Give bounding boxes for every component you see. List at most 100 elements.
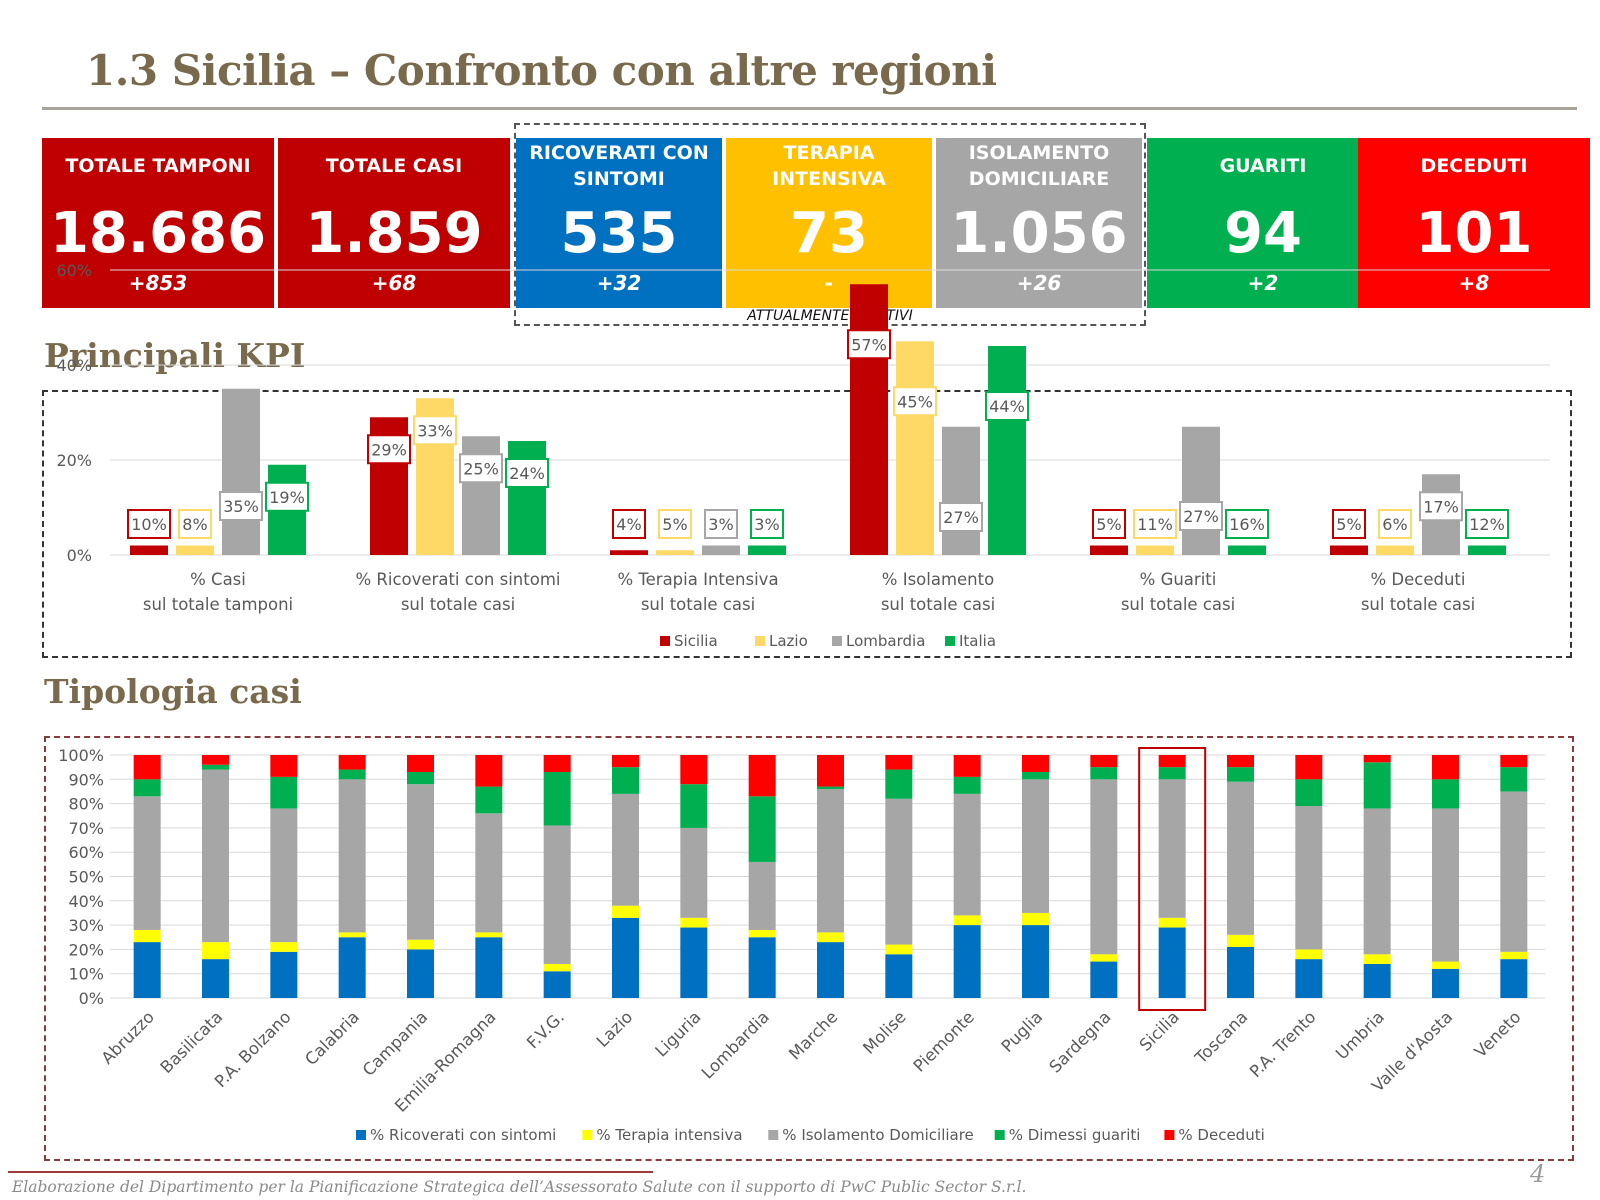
- kpi-data-label-box: [265, 481, 309, 512]
- kpi-data-label-box: [1092, 509, 1126, 539]
- tipologia-ytick-label: 30%: [68, 916, 104, 935]
- kpi-value: 94: [1224, 201, 1302, 266]
- tipologia-bar-segment: [748, 937, 776, 998]
- tipologia-bar-segment: [270, 776, 298, 809]
- kpi-data-label: 5%: [662, 515, 687, 534]
- kpi-chart-frame: [42, 390, 1572, 658]
- kpi-bar: [1136, 545, 1174, 555]
- tipologia-bar-segment: [748, 929, 776, 938]
- kpi-data-label-box: [893, 386, 937, 417]
- page-title: 1.3 Sicilia – Confronto con altre region…: [86, 46, 997, 95]
- tipologia-bar-segment: [748, 796, 776, 862]
- tipologia-bar-segment: [885, 769, 913, 799]
- tipologia-bar-segment: [612, 917, 639, 998]
- tipologia-bar-segment: [1158, 927, 1186, 998]
- kpi-data-label-box: [127, 509, 171, 539]
- kpi-data-label: 4%: [616, 515, 641, 534]
- tipologia-legend-swatch: [582, 1130, 593, 1140]
- section-principali-kpi: Principali KPI: [44, 336, 306, 375]
- tipologia-bar-segment: [1295, 755, 1323, 780]
- kpi-data-label: 27%: [1183, 507, 1219, 526]
- tipologia-bar-segment: [612, 905, 639, 918]
- tipologia-bar-segment: [1363, 963, 1391, 998]
- tipologia-region-label: Molise: [859, 1007, 909, 1057]
- kpi-value: 18.686: [49, 201, 267, 266]
- kpi-category-label: sul totale casi: [401, 595, 515, 614]
- tipologia-bar-segment: [270, 951, 298, 998]
- tipologia-bar-segment: [885, 798, 913, 945]
- kpi-data-label: 27%: [943, 508, 979, 527]
- tipologia-bar-segment: [953, 793, 981, 916]
- tipologia-bar-segment: [817, 942, 844, 998]
- kpi-legend-label: Lazio: [769, 632, 808, 650]
- tipologia-region-label: Liguria: [651, 1007, 704, 1060]
- tipologia-ytick-label: 40%: [68, 892, 104, 911]
- kpi-bar: [1182, 426, 1220, 555]
- tipologia-bar-segment: [1363, 755, 1391, 763]
- kpi-legend-swatch: [832, 636, 842, 646]
- tipologia-bar-segment: [1090, 961, 1118, 998]
- tipologia-bar-segment: [1158, 917, 1186, 928]
- tipologia-bar-segment: [133, 796, 161, 930]
- kpi-data-label-box: [704, 509, 738, 539]
- kpi-ytick-label: 20%: [56, 451, 92, 470]
- kpi-category-label: % Isolamento: [882, 570, 994, 589]
- kpi-delta: +68: [371, 271, 417, 295]
- tipologia-legend-label: % Terapia intensiva: [596, 1126, 742, 1144]
- tipologia-bar-segment: [953, 776, 981, 794]
- tipologia-region-label: Sicilia: [1136, 1007, 1183, 1054]
- kpi-data-label-box: [413, 415, 457, 446]
- tipologia-bar-segment: [338, 755, 366, 770]
- kpi-data-label: 25%: [463, 459, 499, 478]
- tipologia-region-label: Marche: [785, 1007, 841, 1063]
- tipologia-bar-segment: [817, 789, 844, 933]
- kpi-data-label: 57%: [851, 335, 887, 354]
- kpi-data-label-box: [178, 509, 212, 539]
- kpi-bar: [850, 284, 888, 555]
- kpi-delta: +2: [1247, 271, 1279, 295]
- kpi-bar: [610, 550, 648, 555]
- tipologia-bar-segment: [748, 861, 776, 930]
- kpi-data-label-box: [658, 509, 692, 539]
- kpi-data-label-box: [505, 458, 549, 488]
- tipologia-bar-segment: [1090, 954, 1118, 962]
- tipologia-ytick-label: 0%: [79, 989, 104, 1008]
- tipologia-bar-segment: [612, 767, 639, 794]
- kpi-category-label: sul totale casi: [881, 595, 995, 614]
- kpi-data-label: 24%: [509, 464, 545, 483]
- kpi-data-label-box: [750, 509, 784, 539]
- kpi-label: TOTALE TAMPONI: [65, 155, 251, 177]
- kpi-data-label: 3%: [708, 515, 733, 534]
- kpi-label: TERAPIA INTENSIVA: [772, 142, 886, 190]
- kpi-data-label-box: [1179, 501, 1223, 531]
- tipologia-bar-segment: [953, 925, 981, 998]
- kpi-bar: [942, 426, 980, 555]
- kpi-data-label-box: [1332, 509, 1366, 539]
- kpi-bar: [1330, 545, 1368, 555]
- kpi-data-label-box: [847, 329, 891, 360]
- kpi-data-label-box: [367, 434, 411, 465]
- kpi-data-label-box: [1419, 491, 1463, 522]
- kpi-label: DECEDUTI: [1420, 155, 1528, 177]
- kpi-value: 101: [1415, 201, 1533, 266]
- tipologia-legend-swatch: [1164, 1130, 1175, 1140]
- tipologia-bar-segment: [338, 937, 366, 998]
- tipologia-bar-segment: [1295, 806, 1323, 950]
- tipologia-bar-segment: [202, 755, 229, 765]
- kpi-data-label: 44%: [989, 397, 1025, 416]
- tipologia-ytick-label: 70%: [68, 819, 104, 838]
- kpi-category-label: sul totale casi: [641, 595, 755, 614]
- tipologia-bar-segment: [202, 942, 229, 960]
- kpi-data-label: 33%: [417, 421, 453, 440]
- kpi-bar: [656, 550, 694, 555]
- kpi-data-label: 19%: [269, 488, 305, 507]
- kpi-data-label: 10%: [131, 515, 167, 534]
- tipologia-bar-segment: [270, 808, 298, 943]
- tipologia-bar-segment: [338, 932, 366, 938]
- kpi-data-label-box: [1225, 509, 1269, 539]
- tipologia-bar-segment: [1500, 791, 1528, 952]
- tipologia-ytick-label: 60%: [68, 843, 104, 862]
- kpi-category-label: % Guariti: [1140, 570, 1217, 589]
- tipologia-bar-segment: [885, 755, 913, 770]
- kpi-data-label: 6%: [1382, 515, 1407, 534]
